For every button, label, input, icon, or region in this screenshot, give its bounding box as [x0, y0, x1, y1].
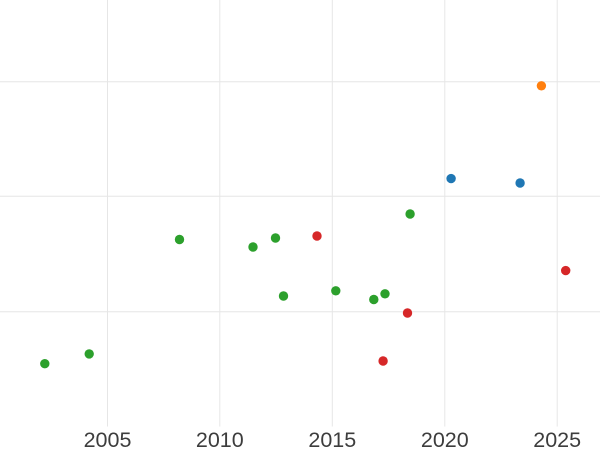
svg-text:2005: 2005 — [84, 428, 132, 450]
svg-text:2010: 2010 — [196, 428, 244, 450]
svg-text:2015: 2015 — [308, 428, 356, 450]
svg-text:2020: 2020 — [421, 428, 469, 450]
svg-text:2025: 2025 — [533, 428, 581, 450]
